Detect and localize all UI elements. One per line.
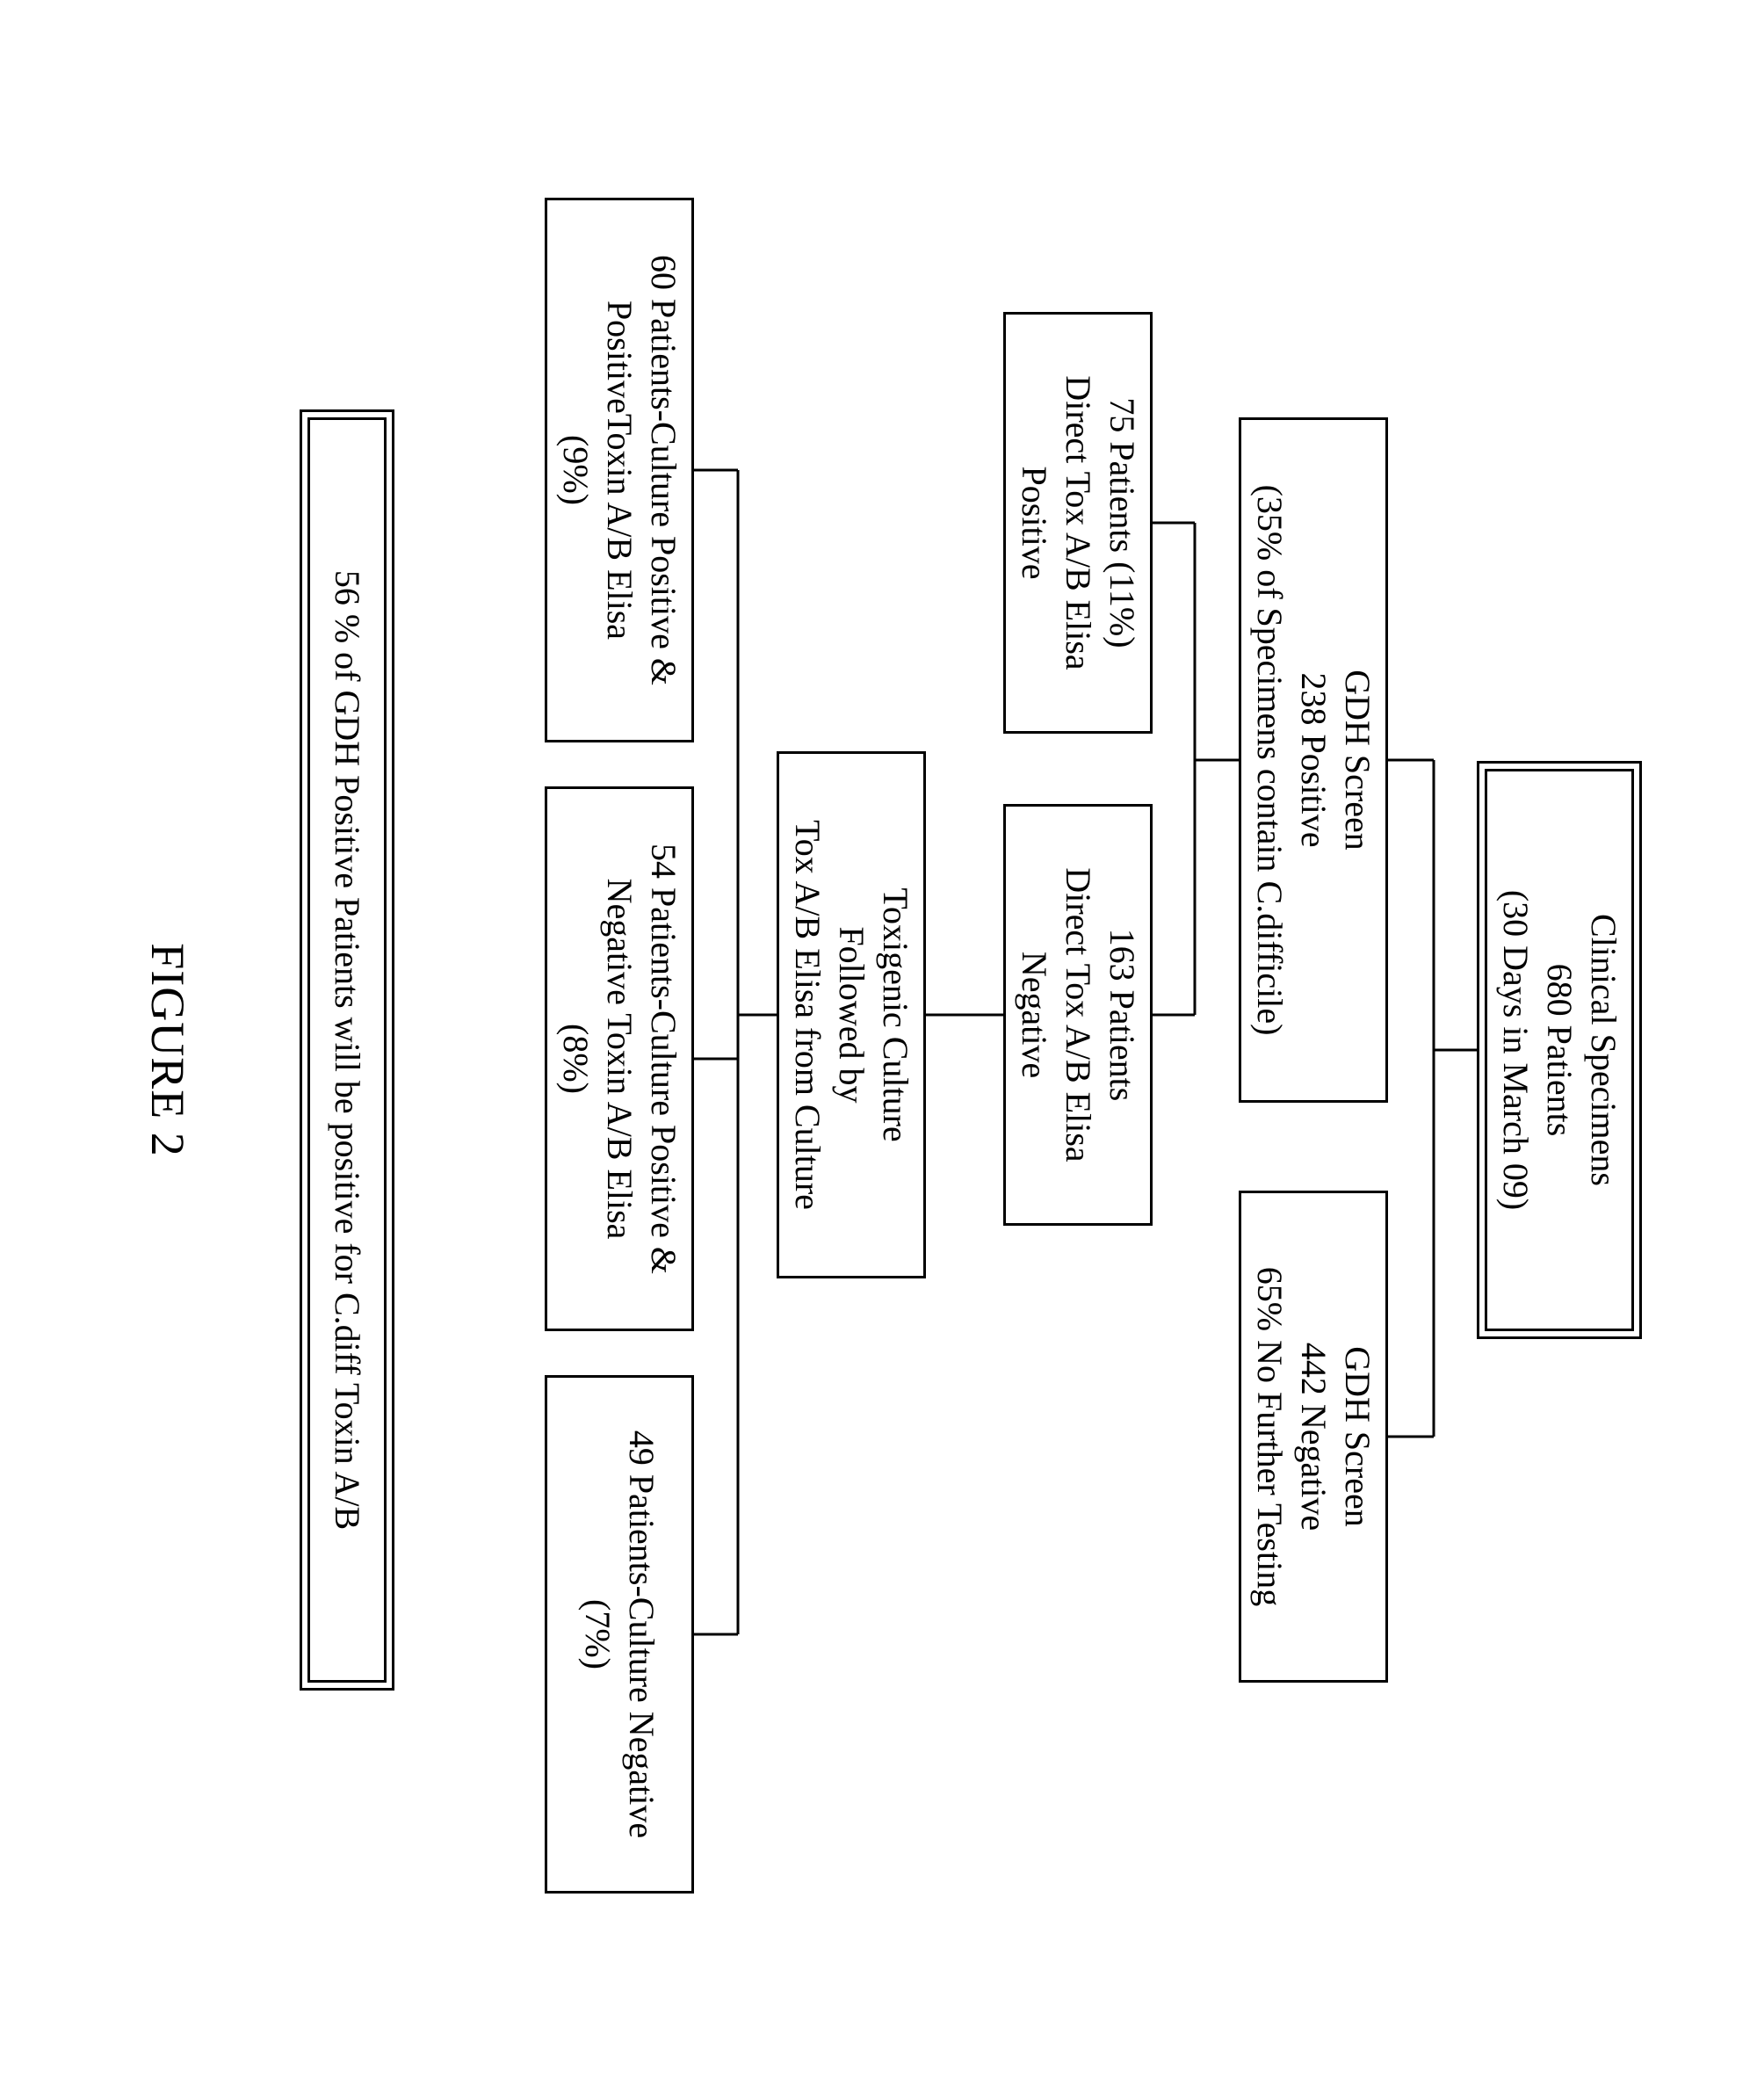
node-text-line: Toxigenic Culture (873, 887, 917, 1141)
node-text-line: Positive (1012, 467, 1056, 580)
node-text-line: PositiveToxin A/B Elisa (597, 301, 641, 640)
node-text-line: Followed by (829, 926, 873, 1103)
node-text-line: Clinical Specimens (1581, 914, 1625, 1186)
node-text-line: Tox A/B Elisa from Culture (785, 820, 829, 1210)
node-text-line: (30 Days in March 09) (1493, 890, 1537, 1210)
node-root: Clinical Specimens680 Patients(30 Days i… (1485, 769, 1634, 1331)
node-text-line: 238 Positive (1291, 673, 1335, 848)
flowchart: Clinical Specimens680 Patients(30 Days i… (105, 83, 1652, 2017)
node-text-line: 442 Negative (1291, 1343, 1335, 1531)
node-tox-positive: 75 Patients (11%)Direct Tox A/B ElisaPos… (1003, 312, 1153, 734)
node-text-line: 163 Patients (1100, 929, 1144, 1102)
node-text-line: (8%) (553, 1024, 597, 1094)
node-text-line: 60 Patients-Culture Positive & (641, 255, 685, 685)
node-culture-neg: 49 Patients-Culture Negative(7%) (545, 1375, 694, 1894)
node-text-line: 54 Patients-Culture Positive & (641, 844, 685, 1274)
node-text-line: Negative (1012, 952, 1056, 1078)
node-text-line: (7%) (575, 1599, 619, 1669)
node-culture-pos-toxin-pos: 60 Patients-Culture Positive &PositiveTo… (545, 198, 694, 742)
node-text-line: Direct Tox A/B Elisa (1056, 867, 1100, 1162)
node-text-line: Negative Toxin A/B Elisa (597, 879, 641, 1240)
node-summary: 56 % of GDH Positive Patients will be po… (307, 417, 387, 1683)
node-text-line: (35% of Specimens contain C.difficile) (1247, 485, 1291, 1036)
node-text-line: 65% No Further Testing (1247, 1267, 1291, 1606)
node-text-line: Direct Tox A/B Elisa (1056, 375, 1100, 670)
node-tox-negative: 163 PatientsDirect Tox A/B ElisaNegative (1003, 804, 1153, 1226)
node-toxigenic-culture: Toxigenic CultureFollowed byTox A/B Elis… (777, 751, 926, 1278)
node-text-line: GDH Screen (1335, 670, 1379, 851)
node-text-line: 75 Patients (11%) (1100, 397, 1144, 648)
node-text-line: 680 Patients (1537, 964, 1581, 1137)
node-text-line: (9%) (553, 435, 597, 505)
node-gdh-negative: GDH Screen442 Negative65% No Further Tes… (1239, 1191, 1388, 1683)
node-gdh-positive: GDH Screen238 Positive(35% of Specimens … (1239, 417, 1388, 1103)
node-text-line: 56 % of GDH Positive Patients will be po… (325, 570, 369, 1530)
node-culture-pos-toxin-neg: 54 Patients-Culture Positive &Negative T… (545, 786, 694, 1331)
node-text-line: GDH Screen (1335, 1346, 1379, 1527)
figure-label: FIGURE 2 (141, 943, 195, 1157)
node-text-line: 49 Patients-Culture Negative (619, 1430, 663, 1838)
